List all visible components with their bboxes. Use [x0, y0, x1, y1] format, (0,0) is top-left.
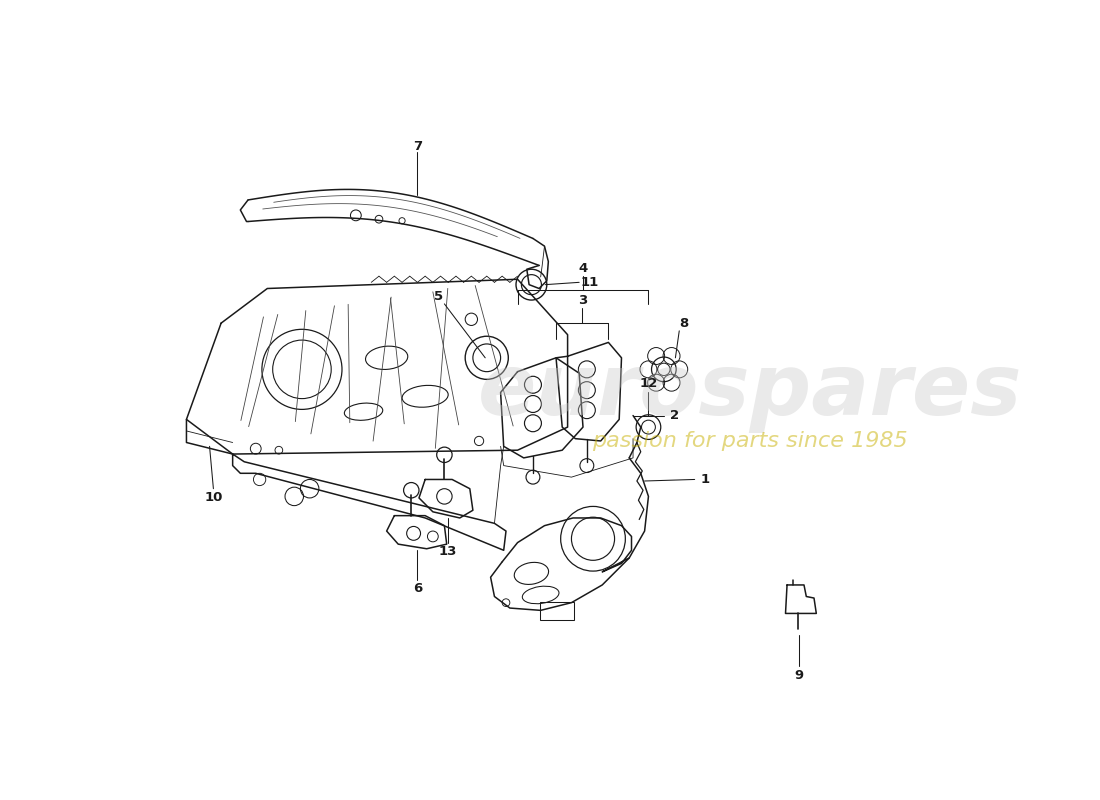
Text: 3: 3 — [578, 294, 587, 306]
Text: 1: 1 — [700, 473, 710, 486]
Text: 2: 2 — [670, 409, 679, 422]
Text: 11: 11 — [581, 276, 600, 289]
Text: 7: 7 — [412, 139, 422, 153]
Text: 4: 4 — [579, 262, 587, 275]
Text: eurospares: eurospares — [477, 350, 1022, 433]
Text: 6: 6 — [412, 582, 422, 595]
Circle shape — [404, 482, 419, 498]
Text: 13: 13 — [439, 546, 458, 558]
Text: 9: 9 — [794, 669, 803, 682]
Text: 10: 10 — [205, 491, 222, 505]
Text: 8: 8 — [679, 318, 689, 330]
Text: passion for parts since 1985: passion for parts since 1985 — [592, 431, 908, 451]
Text: 12: 12 — [639, 378, 658, 390]
Text: 5: 5 — [434, 290, 443, 302]
Circle shape — [437, 447, 452, 462]
